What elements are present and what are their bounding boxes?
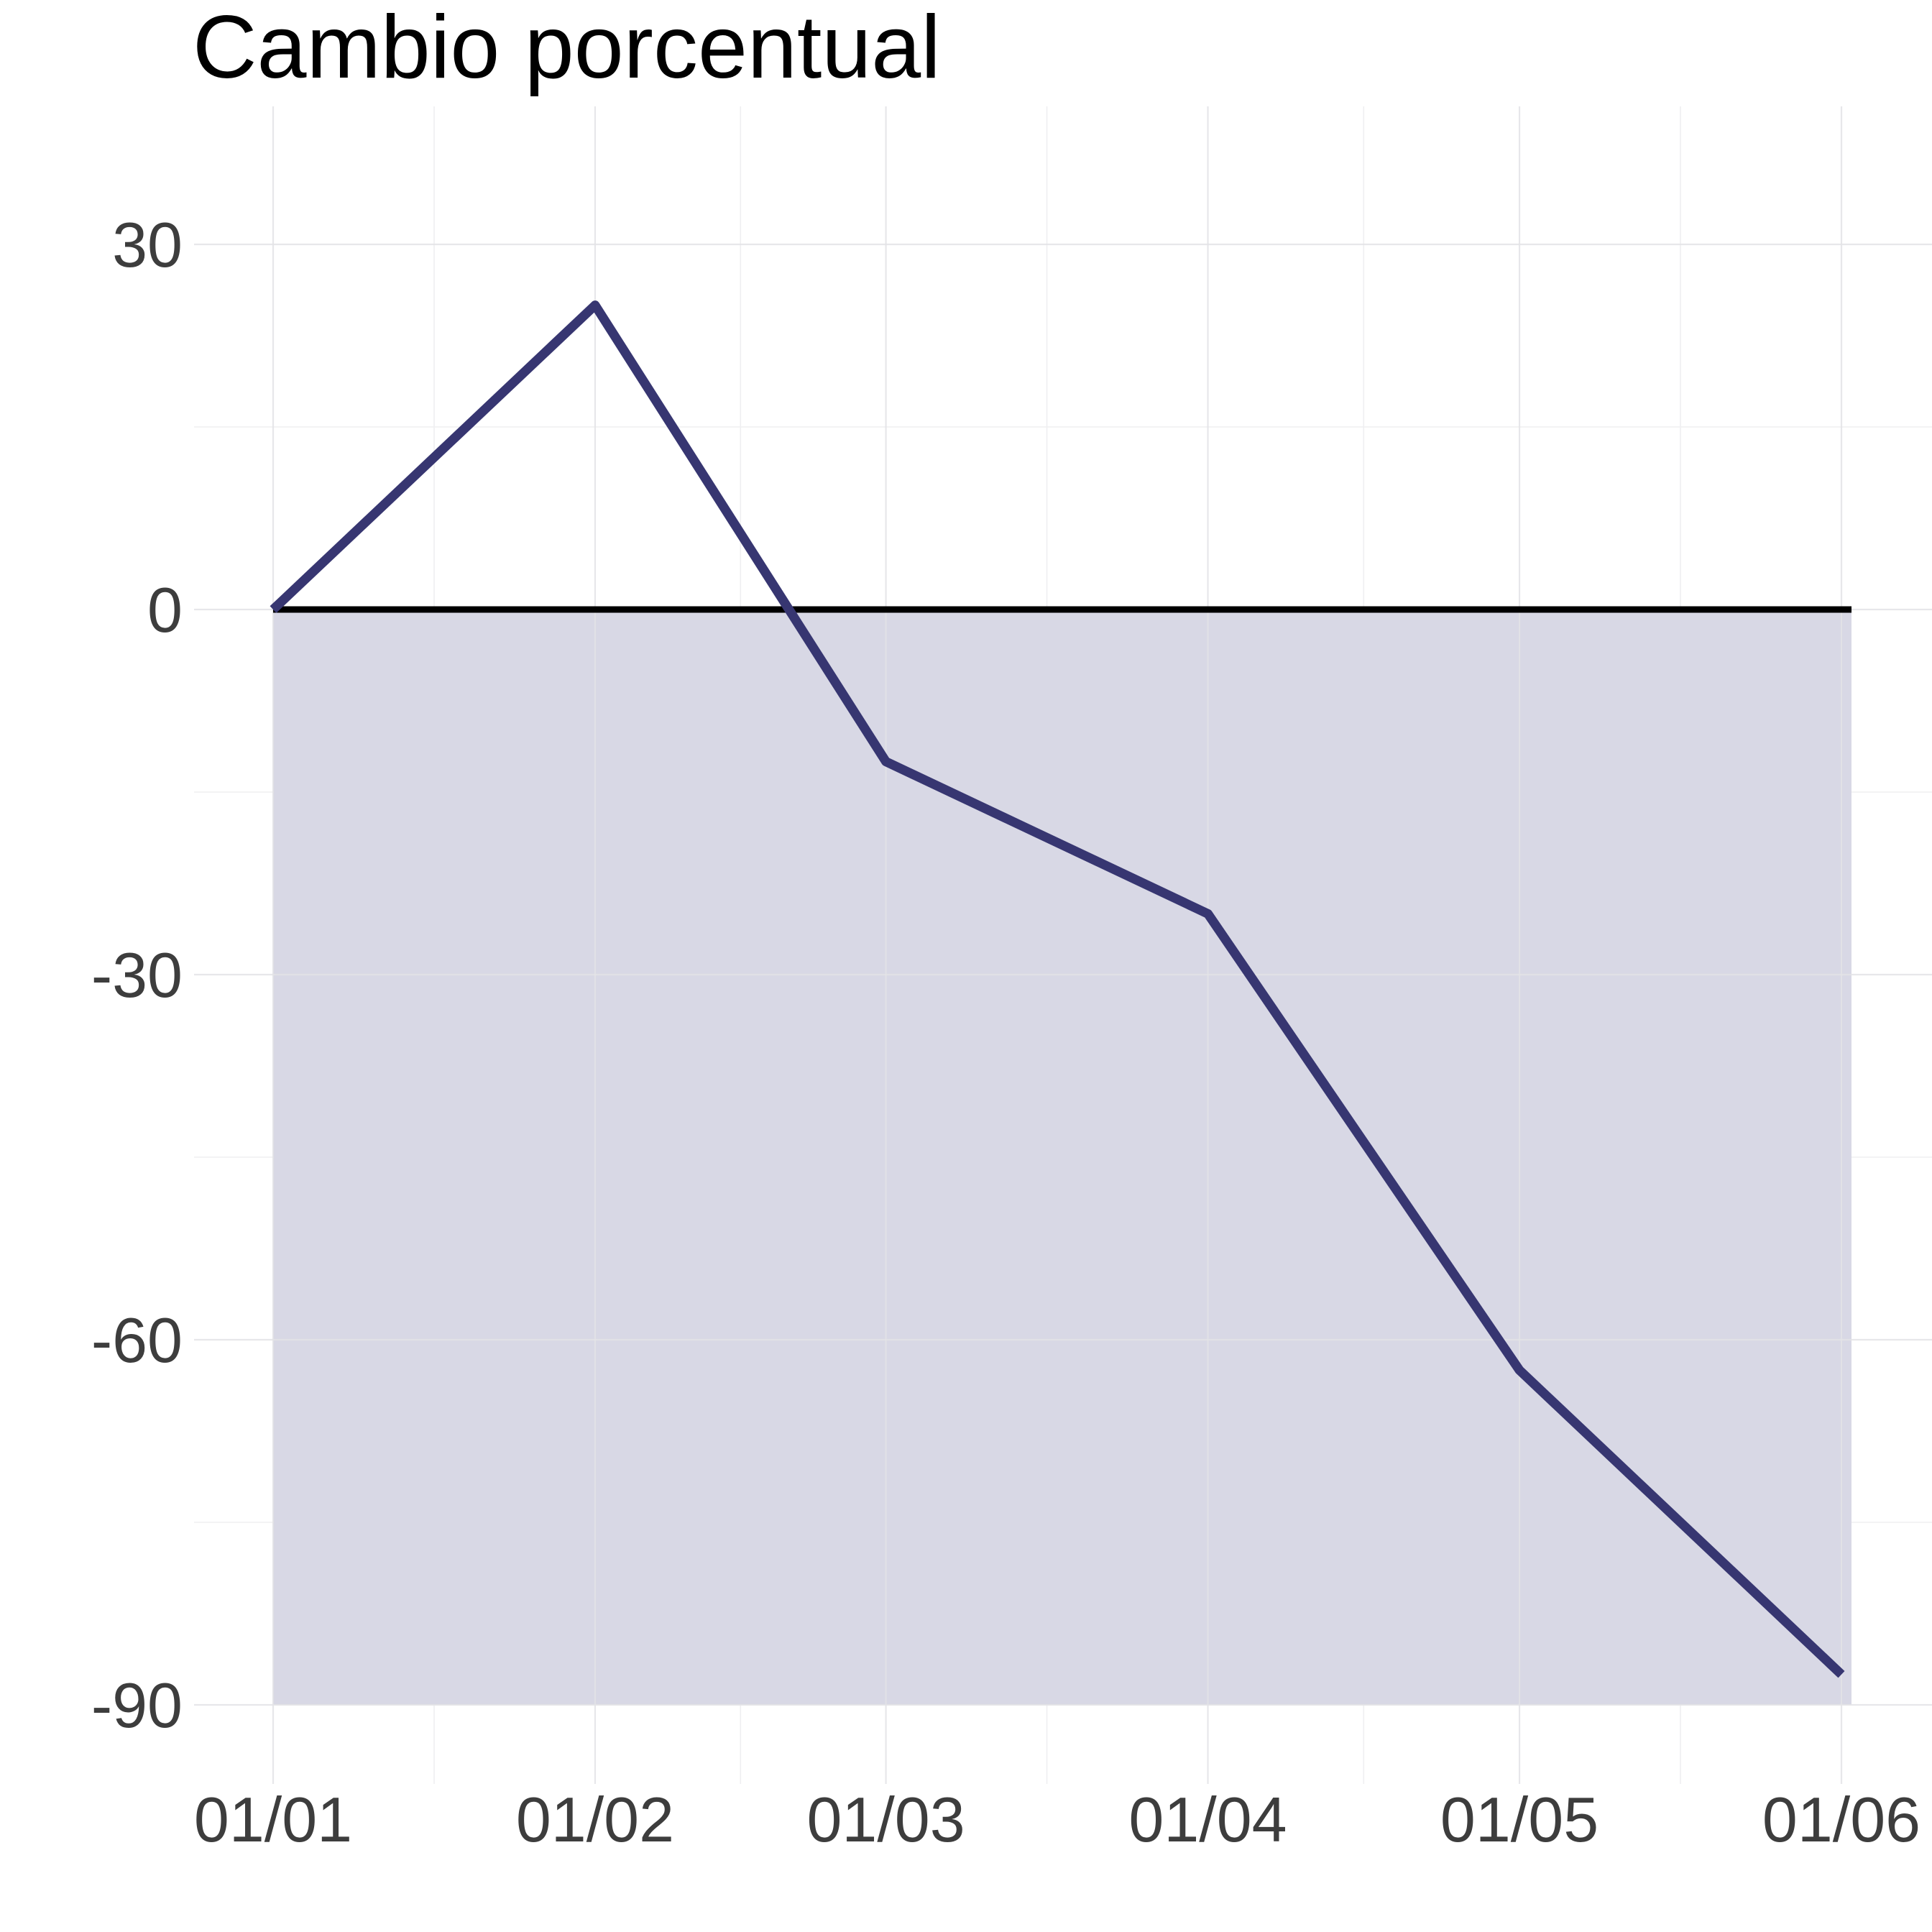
shaded-band [273, 610, 1852, 1705]
series-polyline [270, 300, 1845, 1678]
x-tick-label: 01/05 [1440, 1784, 1598, 1855]
y-axis-ticks: 30 0 -30 -60 -90 [91, 209, 183, 1741]
y-tick-label: 0 [147, 574, 183, 645]
x-tick-label: 01/01 [194, 1784, 352, 1855]
y-tick-label: -30 [91, 939, 183, 1011]
y-tick-label: 30 [112, 209, 183, 280]
y-tick-label: -90 [91, 1670, 183, 1741]
x-tick-label: 01/04 [1128, 1784, 1287, 1855]
x-tick-label: 01/02 [516, 1784, 674, 1855]
x-tick-label: 01/03 [806, 1784, 965, 1855]
series-line [270, 300, 1845, 1678]
chart-title: Cambio porcentual [193, 0, 941, 97]
x-tick-label: 01/06 [1762, 1784, 1920, 1855]
x-axis-ticks: 01/01 01/02 01/03 01/04 01/05 01/06 [194, 1784, 1920, 1855]
y-tick-label: -60 [91, 1305, 183, 1376]
negative-band [273, 610, 1852, 1705]
